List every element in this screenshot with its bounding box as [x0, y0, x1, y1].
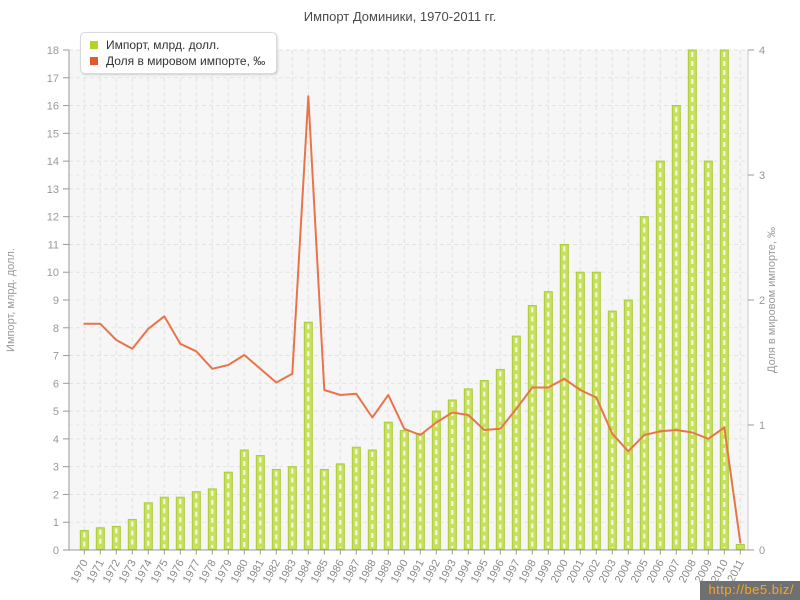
left-axis-label: 0: [53, 545, 59, 557]
bar-1976: [175, 496, 185, 551]
bar-1996: [495, 368, 505, 551]
left-axis-label: 2: [53, 489, 59, 501]
watermark-link[interactable]: http://be5.biz/: [700, 581, 800, 600]
legend-swatch-imports: [90, 41, 98, 49]
legend-item-share: Доля в мировом импорте, ‰: [90, 53, 265, 69]
bar-2011: [735, 543, 745, 551]
legend-box: Импорт, млрд. долл. Доля в мировом импор…: [80, 32, 278, 74]
left-axis-label: 5: [53, 406, 59, 418]
share-line: [83, 95, 742, 544]
legend-label-share: Доля в мировом импорте, ‰: [106, 54, 266, 68]
right-axis-title: Доля в мировом импорте, ‰: [766, 227, 778, 373]
left-axis-label: 10: [47, 267, 59, 279]
right-axis-label: 0: [759, 545, 765, 557]
left-axis-label: 7: [53, 351, 59, 363]
bar-1975: [159, 496, 169, 551]
right-axis-label: 3: [759, 170, 765, 182]
legend-item-imports: Импорт, млрд. долл.: [90, 37, 265, 53]
chart-title: Импорт Доминики, 1970-2011 гг.: [303, 9, 497, 24]
right-axis-label: 1: [759, 420, 765, 432]
left-axis-label: 16: [47, 101, 59, 113]
left-axis-label: 15: [47, 128, 59, 140]
legend-label-imports: Импорт, млрд. долл.: [106, 38, 220, 52]
legend-swatch-share: [90, 57, 98, 65]
left-axis-label: 3: [53, 462, 59, 474]
right-axis-label: 4: [759, 45, 765, 57]
left-axis-label: 6: [53, 378, 59, 390]
left-axis-label: 4: [53, 434, 59, 446]
left-axis-label: 8: [53, 323, 59, 335]
left-axis-label: 1: [53, 517, 59, 529]
bar-1989: [383, 421, 393, 551]
left-axis-label: 17: [47, 73, 59, 85]
left-axis-title: Импорт, млрд. долл.: [5, 248, 17, 352]
left-axis-label: 9: [53, 295, 59, 307]
left-axis-label: 13: [47, 184, 59, 196]
right-axis-label: 2: [759, 295, 765, 307]
left-axis-label: 14: [47, 156, 59, 168]
left-axis-label: 12: [47, 212, 59, 224]
left-axis-label: 18: [47, 45, 59, 57]
left-axis-label: 11: [48, 239, 59, 251]
bar-2000: [559, 243, 569, 550]
